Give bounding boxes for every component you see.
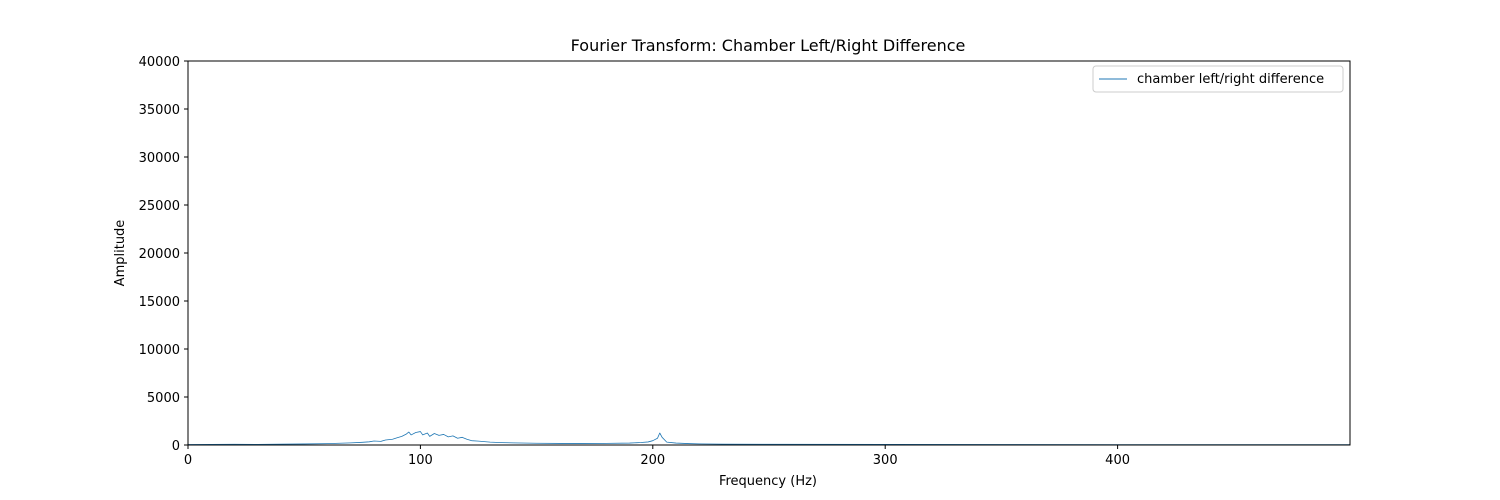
y-tick-label: 35000 [139, 103, 180, 118]
y-tick-label: 25000 [139, 199, 180, 214]
x-tick-label: 200 [640, 453, 665, 468]
x-tick-label: 400 [1105, 453, 1130, 468]
legend-box [1092, 65, 1344, 93]
x-tick-label: 100 [408, 453, 433, 468]
y-tick-label: 40000 [139, 55, 180, 70]
plot-area: 0 100 200 300 400 0 5000 10000 15000 20000 25000 30… [139, 55, 1351, 468]
y-tick-label: 10000 [139, 343, 180, 358]
y-axis-label: Amplitude [113, 220, 128, 287]
legend-label: chamber left/right difference [1137, 72, 1324, 87]
x-tick-label: 300 [873, 453, 898, 468]
x-axis-label: Frequency (Hz) [719, 474, 817, 489]
series-line-0 [187, 431, 1351, 446]
y-tick-label: 0 [172, 439, 180, 454]
y-tick-label: 5000 [147, 391, 180, 406]
y-tick-label: 15000 [139, 295, 180, 310]
chart-title: Fourier Transform: Chamber Left/Right Di… [571, 36, 966, 55]
x-tick-label: 0 [184, 453, 192, 468]
y-tick-label: 20000 [139, 247, 180, 262]
y-tick-label: 30000 [139, 151, 180, 166]
